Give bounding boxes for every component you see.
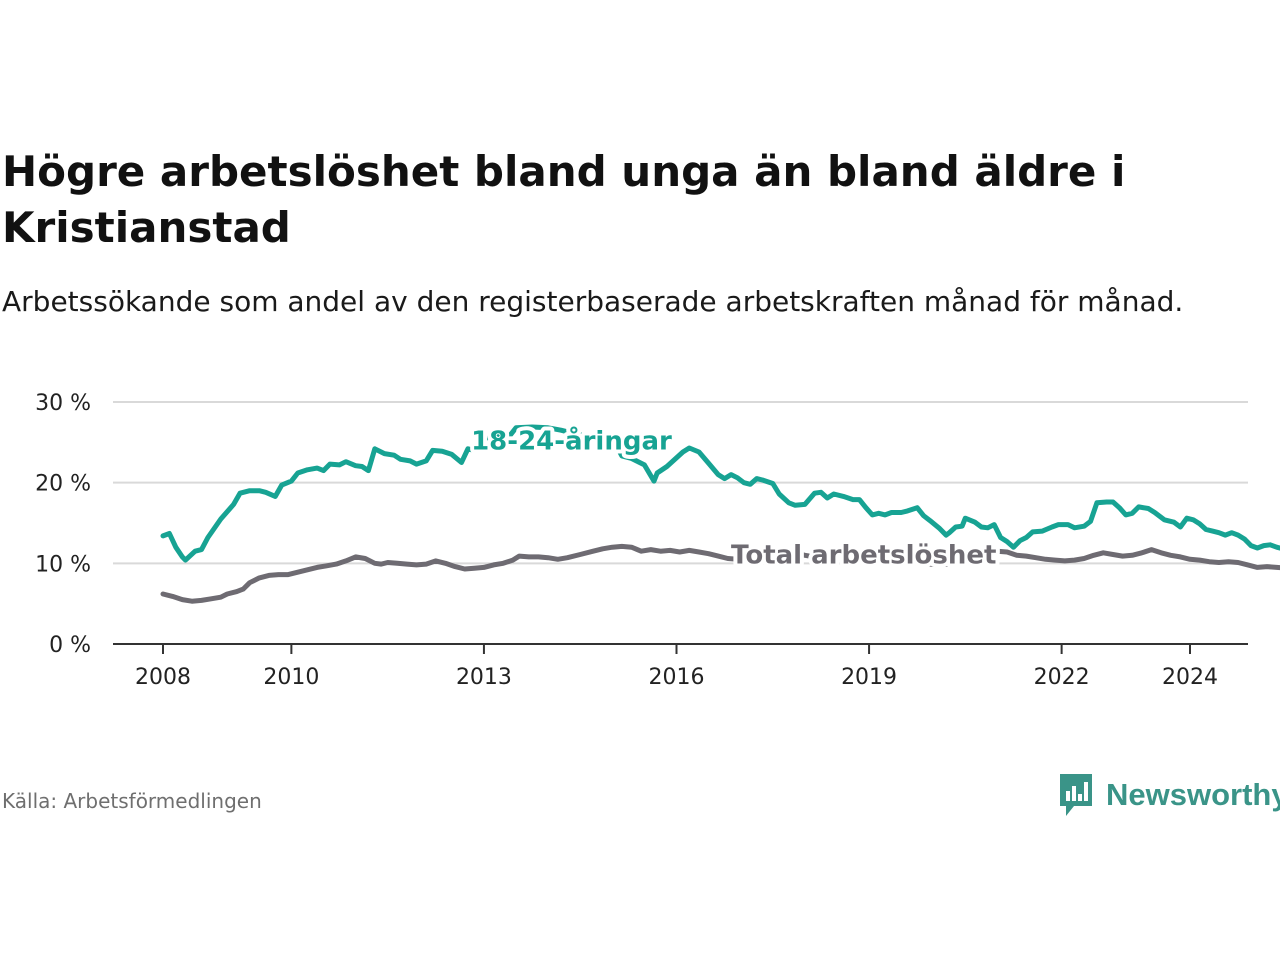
chart-title: Högre arbetslöshet bland unga än bland ä… <box>2 147 1126 252</box>
x-tick-label: 2010 <box>263 665 319 690</box>
series-label-halo: 18-24-åringar <box>471 425 672 457</box>
x-tick-label: 2008 <box>135 665 191 690</box>
series-label-18-24-ringar: 18-24-åringar <box>471 425 672 457</box>
chart-subtitle: Arbetssökande som andel av den registerb… <box>2 285 1184 318</box>
y-axis: 0 % 10 % 20 % 30 % <box>35 391 91 658</box>
y-tick-label: 30 % <box>35 391 91 416</box>
x-tick-label: 2013 <box>456 665 512 690</box>
x-tick-label: 2019 <box>841 665 897 690</box>
series-line-total-arbetsl-shet <box>160 543 1280 604</box>
series-label-halo: Total arbetslöshet <box>731 540 996 570</box>
x-tick-label: 2024 <box>1162 665 1218 690</box>
line-chart: 0 % 10 % 20 % 30 % 2008 2010 2013 2016 2019 2022… <box>35 391 1280 690</box>
y-tick-label: 10 % <box>35 552 91 577</box>
y-tick-label: 0 % <box>49 633 91 658</box>
brand-logo[interactable]: Newsworthy <box>1058 772 1280 818</box>
brand-name: Newsworthy <box>1106 777 1280 812</box>
x-axis: 2008 2010 2013 2016 2019 2022 2024 <box>113 643 1248 690</box>
y-tick-label: 20 % <box>35 472 91 497</box>
series-label-total-arbetsl-shet: Total arbetslöshet <box>731 540 996 570</box>
x-tick-label: 2016 <box>649 665 705 690</box>
source-note: Källa: Arbetsförmedlingen <box>2 789 262 813</box>
x-tick-label: 2022 <box>1034 665 1090 690</box>
series-lines <box>160 424 1280 604</box>
gridlines <box>113 401 1248 565</box>
newsworthy-logo-icon <box>1060 774 1092 816</box>
series-line-18-24-ringar <box>160 424 1280 563</box>
